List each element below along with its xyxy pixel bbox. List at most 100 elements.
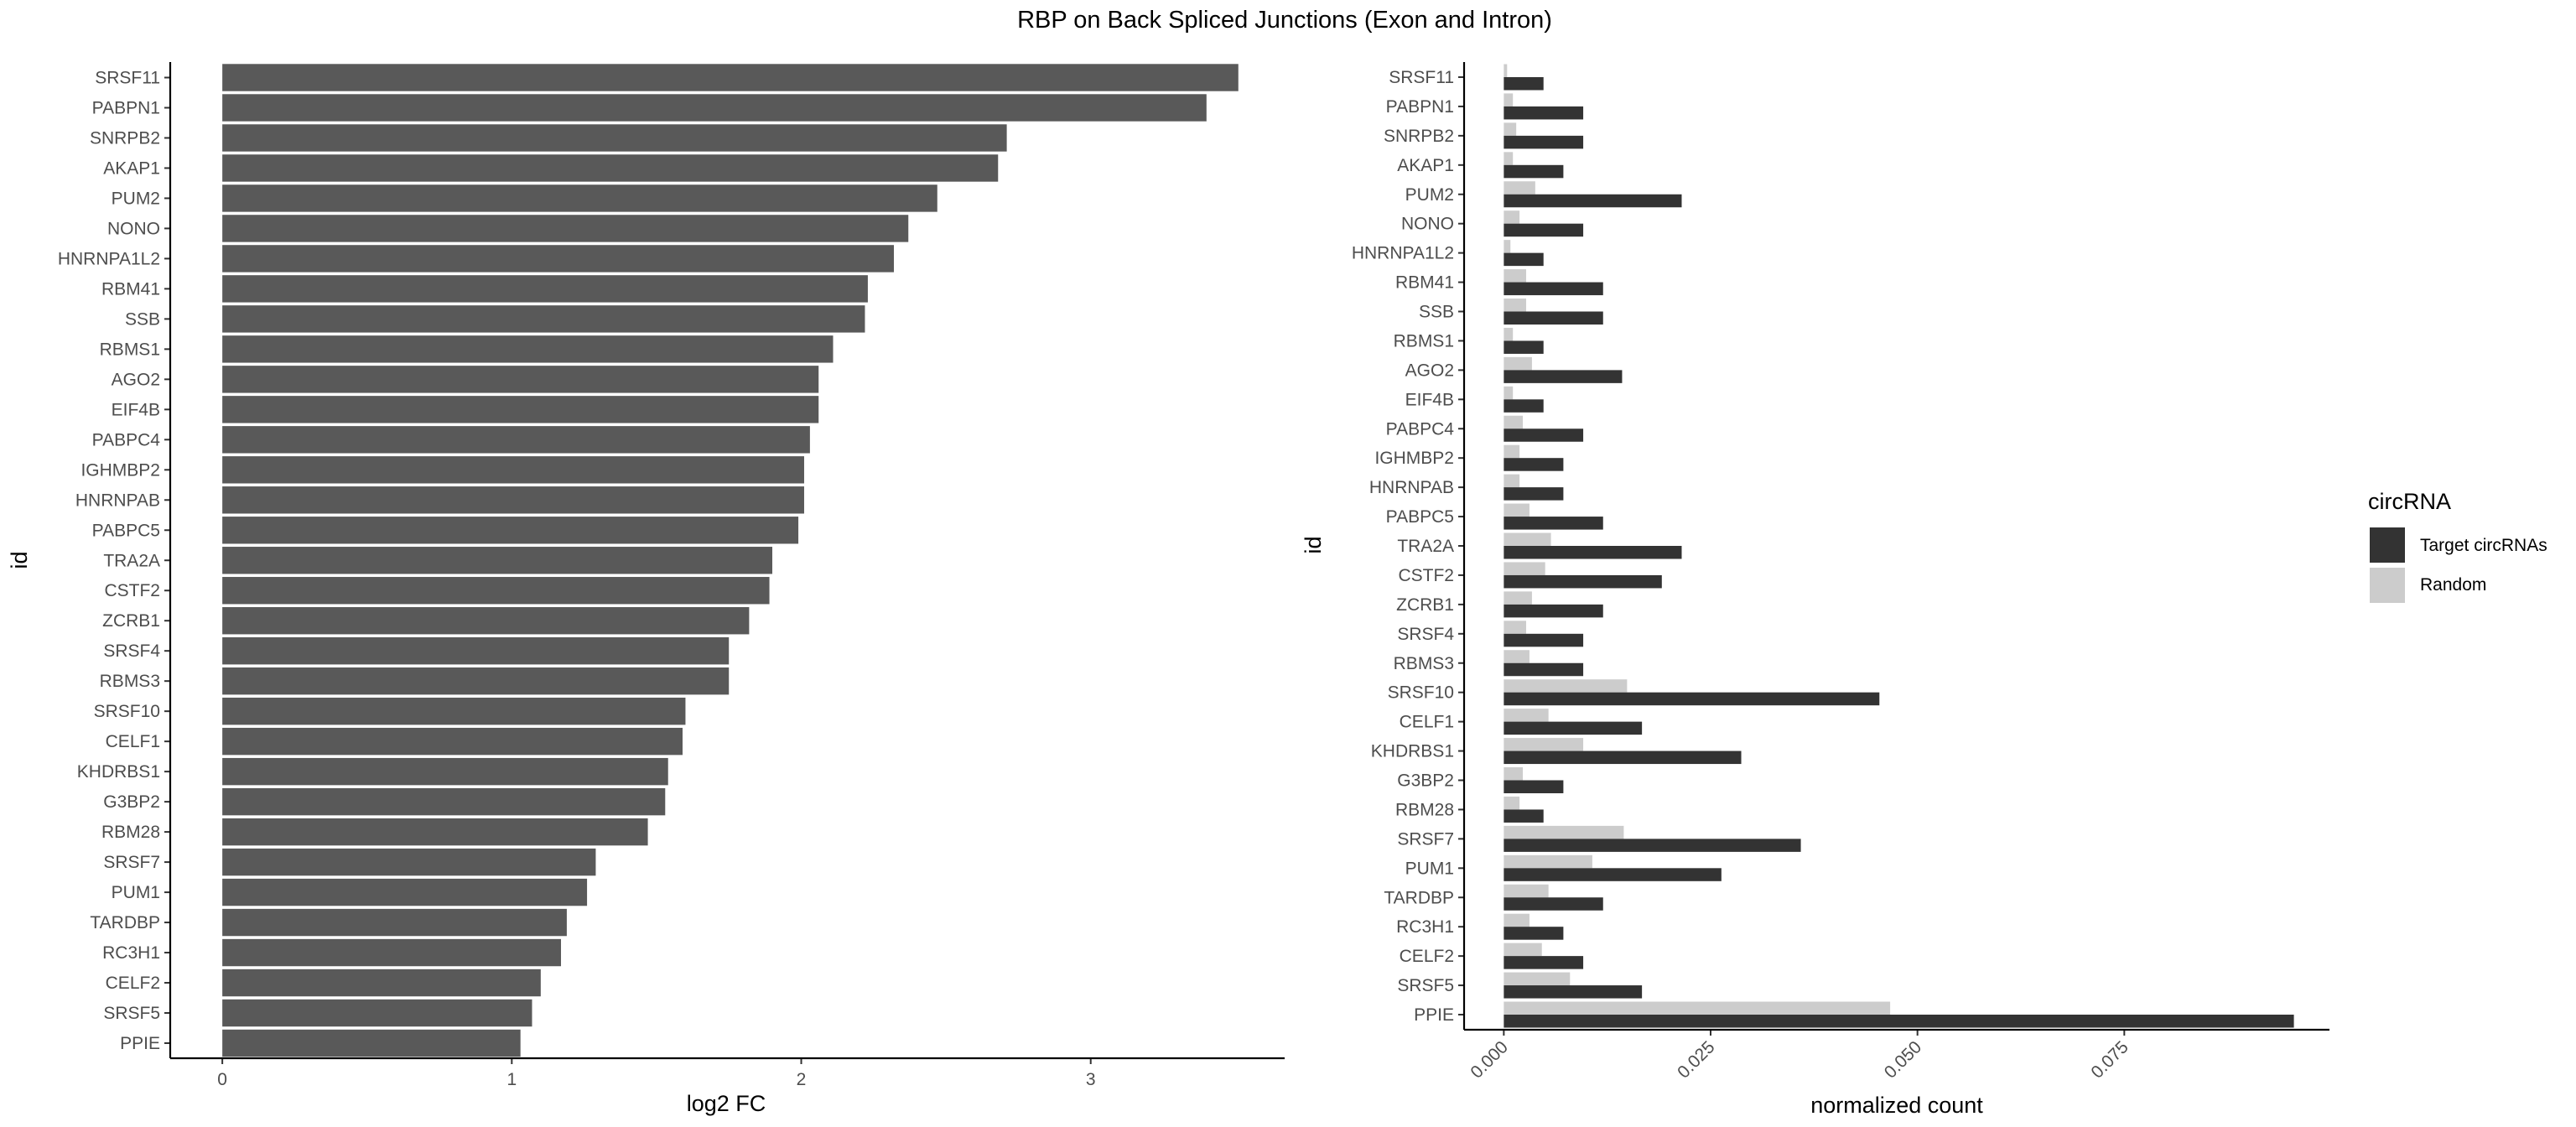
log2fc-x-tick-label-3: 3 <box>1086 1070 1096 1089</box>
target-circrnas-bar-pabpc5 <box>1504 517 1603 530</box>
target-circrnas-bar-srsf4 <box>1504 633 1584 647</box>
figure-title: RBP on Back Spliced Junctions (Exon and … <box>1017 7 1552 34</box>
normalized-count-category-label-khdrbs1: KHDRBS1 <box>1371 742 1454 761</box>
normalized-count-category-label-srsf10: SRSF10 <box>1388 683 1454 703</box>
normalized-count-x-tick-label-0-000: 0.000 <box>1467 1037 1511 1082</box>
log2fc-bar-pabpc4 <box>222 426 810 454</box>
random-bar-rbm28 <box>1504 796 1520 810</box>
log2fc-bars <box>222 64 1239 1057</box>
normalized-count-category-label-celf1: CELF1 <box>1400 713 1454 732</box>
normalized-count-category-label-g3bp2: G3BP2 <box>1397 771 1454 791</box>
random-bar-srsf11 <box>1504 64 1508 77</box>
target-circrnas-bar-tardbp <box>1504 897 1603 911</box>
normalized-count-category-label-srsf5: SRSF5 <box>1397 976 1454 995</box>
log2fc-category-label-rc3h1: RC3H1 <box>102 943 160 963</box>
target-circrnas-bar-zcrb1 <box>1504 604 1603 618</box>
log2fc-category-label-g3bp2: G3BP2 <box>103 792 160 812</box>
random-bar-rbms1 <box>1504 327 1514 341</box>
log2fc-bar-srsf4 <box>222 637 730 665</box>
target-circrnas-bar-tra2a <box>1504 546 1682 559</box>
random-bar-tra2a <box>1504 532 1551 546</box>
log2fc-category-label-celf2: CELF2 <box>106 974 160 993</box>
target-circrnas-bar-rbm28 <box>1504 809 1544 823</box>
target-circrnas-bar-ssb <box>1504 311 1603 325</box>
random-bar-hnrnpab <box>1504 474 1520 488</box>
legend-label-random: Random <box>2420 575 2486 595</box>
random-bar-tardbp <box>1504 884 1549 898</box>
log2fc-bar-khdrbs1 <box>222 757 668 786</box>
log2fc-category-label-pum1: PUM1 <box>112 883 160 902</box>
log2fc-category-label-srsf7: SRSF7 <box>103 853 160 872</box>
log2fc-bar-snrpb2 <box>222 124 1007 152</box>
normalized-count-category-label-pum2: PUM2 <box>1405 185 1454 205</box>
normalized-count-category-label-rc3h1: RC3H1 <box>1396 917 1454 937</box>
log2fc-category-label-tra2a: TRA2A <box>103 551 160 570</box>
log2fc-x-tick-label-2: 2 <box>797 1070 807 1089</box>
log2fc-bar-ago2 <box>222 366 819 393</box>
log2fc-bar-g3bp2 <box>222 787 666 816</box>
target-circrnas-bar-akap1 <box>1504 164 1564 179</box>
random-bar-srsf5 <box>1504 972 1571 986</box>
log2fc-bar-celf2 <box>222 969 541 997</box>
log2fc-category-label-rbms3: RBMS3 <box>100 672 160 691</box>
normalized-count-category-label-ighmbp2: IGHMBP2 <box>1374 449 1454 468</box>
normalized-count-category-label-pabpc4: PABPC4 <box>1386 419 1455 439</box>
normalized-count-category-label-ssb: SSB <box>1419 303 1454 322</box>
normalized-count-bars <box>1504 64 2294 1028</box>
random-bar-rbm41 <box>1504 269 1526 283</box>
log2fc-x-tick-label-1: 1 <box>506 1070 517 1089</box>
log2fc-category-label-celf1: CELF1 <box>106 732 160 751</box>
target-circrnas-bar-rbms3 <box>1504 662 1584 677</box>
log2fc-category-label-ago2: AGO2 <box>112 370 160 389</box>
log2fc-bar-eif4b <box>222 396 819 423</box>
log2fc-bar-tra2a <box>222 547 773 574</box>
log2fc-bar-ppie <box>222 1029 521 1057</box>
log2fc-category-label-hnrnpa1l2: HNRNPA1L2 <box>58 249 160 268</box>
normalized-count-x-tick-label-0-050: 0.050 <box>1881 1037 1925 1082</box>
normalized-count-category-label-ago2: AGO2 <box>1405 361 1454 380</box>
random-bar-srsf10 <box>1504 679 1628 693</box>
target-circrnas-bar-g3bp2 <box>1504 780 1564 793</box>
log2fc-bar-rbm41 <box>222 275 868 303</box>
log2fc-bar-zcrb1 <box>222 607 750 635</box>
normalized-count-category-label-pum1: PUM1 <box>1405 859 1454 878</box>
log2fc-bar-srsf7 <box>222 848 596 876</box>
random-bar-pabpc4 <box>1504 415 1524 429</box>
log2fc-category-label-khdrbs1: KHDRBS1 <box>77 762 160 782</box>
normalized-count-panel: SRSF11 PABPN1 SNRPB2 AKAP1 PUM2 NONO HNRNPA1L2… <box>1301 62 2329 1118</box>
log2fc-bar-ighmbp2 <box>222 456 804 484</box>
log2fc-bar-srsf10 <box>222 697 686 725</box>
random-bar-eif4b <box>1504 386 1514 400</box>
normalized-count-category-label-rbms1: RBMS1 <box>1394 331 1454 351</box>
target-circrnas-bar-srsf7 <box>1504 839 1801 852</box>
log2fc-category-label-pum2: PUM2 <box>112 189 160 208</box>
log2fc-category-label-rbm28: RBM28 <box>101 823 160 842</box>
legend: circRNA Target circRNAs Random <box>2368 489 2547 603</box>
target-circrnas-bar-rbm41 <box>1504 282 1603 296</box>
normalized-count-category-label-pabpn1: PABPN1 <box>1386 97 1454 117</box>
normalized-count-category-label-tra2a: TRA2A <box>1397 537 1454 556</box>
log2fc-bar-nono <box>222 215 909 242</box>
log2fc-bar-rbm28 <box>222 818 648 846</box>
log2fc-bar-pum2 <box>222 184 937 212</box>
normalized-count-category-label-hnrnpa1l2: HNRNPA1L2 <box>1352 244 1454 263</box>
target-circrnas-bar-celf2 <box>1504 956 1584 969</box>
normalized-count-category-label-celf2: CELF2 <box>1400 947 1454 966</box>
log2fc-category-label-zcrb1: ZCRB1 <box>102 611 160 631</box>
log2fc-category-labels: SRSF11 PABPN1 SNRPB2 AKAP1 PUM2 NONO HNRNPA1L2… <box>58 69 170 1053</box>
target-circrnas-bar-pum2 <box>1504 194 1682 208</box>
random-bar-g3bp2 <box>1504 767 1524 781</box>
normalized-count-category-label-snrpb2: SNRPB2 <box>1384 127 1454 146</box>
random-bar-pum1 <box>1504 854 1592 869</box>
log2fc-bar-hnrnpab <box>222 486 804 514</box>
normalized-count-category-label-nono: NONO <box>1401 215 1454 234</box>
target-circrnas-bar-ppie <box>1504 1015 2294 1028</box>
target-circrnas-bar-hnrnpab <box>1504 487 1564 501</box>
log2fc-category-label-srsf5: SRSF5 <box>103 1004 160 1023</box>
target-circrnas-bar-hnrnpa1l2 <box>1504 252 1544 267</box>
log2fc-category-label-rbm41: RBM41 <box>101 279 160 299</box>
random-bar-akap1 <box>1504 152 1514 165</box>
log2fc-x-tick-label-0: 0 <box>217 1070 227 1089</box>
normalized-count-category-label-ppie: PPIE <box>1414 1005 1454 1025</box>
log2fc-category-label-ppie: PPIE <box>120 1034 160 1053</box>
